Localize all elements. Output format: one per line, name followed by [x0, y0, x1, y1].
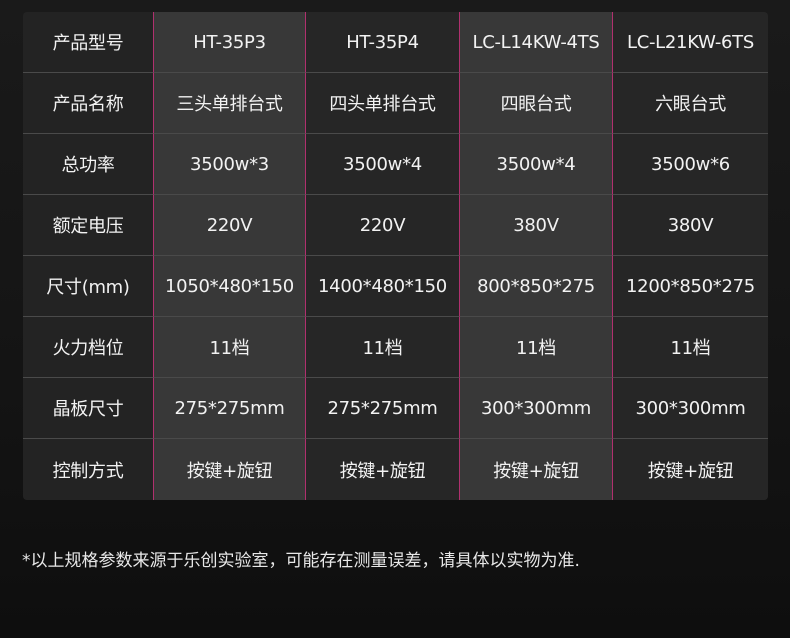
row-label-panel-size: 晶板尺寸: [23, 378, 153, 439]
cell-fire-levels-col1: 11档: [153, 317, 306, 378]
row-label-control-method: 控制方式: [23, 439, 153, 500]
footnote: *以上规格参数来源于乐创实验室，可能存在测量误差，请具体以实物为准.: [22, 551, 580, 571]
cell-product-name-col1: 三头单排台式: [153, 73, 306, 134]
cell-product-name-col3: 四眼台式: [459, 73, 613, 134]
cell-fire-levels-col3: 11档: [459, 317, 613, 378]
cell-control-method-col2: 按键+旋钮: [306, 439, 459, 500]
cell-panel-size-col1: 275*275mm: [153, 378, 306, 439]
cell-product-model-col3: LC-L14KW-4TS: [459, 12, 613, 73]
row-label-total-power: 总功率: [23, 134, 153, 195]
cell-dimensions-col1: 1050*480*150: [153, 256, 306, 317]
cell-dimensions-col4: 1200*850*275: [613, 256, 768, 317]
row-label-product-name: 产品名称: [23, 73, 153, 134]
cell-fire-levels-col4: 11档: [613, 317, 768, 378]
cell-fire-levels-col2: 11档: [306, 317, 459, 378]
spec-table: 产品型号 HT-35P3 HT-35P4 LC-L14KW-4TS LC-L21KW-6…: [23, 12, 768, 500]
cell-panel-size-col3: 300*300mm: [459, 378, 613, 439]
cell-panel-size-col2: 275*275mm: [306, 378, 459, 439]
cell-total-power-col2: 3500w*4: [306, 134, 459, 195]
cell-product-model-col4: LC-L21KW-6TS: [613, 12, 768, 73]
cell-rated-voltage-col2: 220V: [306, 195, 459, 256]
cell-total-power-col1: 3500w*3: [153, 134, 306, 195]
row-label-product-model: 产品型号: [23, 12, 153, 73]
cell-dimensions-col3: 800*850*275: [459, 256, 613, 317]
cell-product-model-col1: HT-35P3: [153, 12, 306, 73]
cell-dimensions-col2: 1400*480*150: [306, 256, 459, 317]
row-label-fire-levels: 火力档位: [23, 317, 153, 378]
cell-total-power-col3: 3500w*4: [459, 134, 613, 195]
cell-control-method-col4: 按键+旋钮: [613, 439, 768, 500]
row-label-dimensions: 尺寸(mm): [23, 256, 153, 317]
cell-rated-voltage-col1: 220V: [153, 195, 306, 256]
cell-rated-voltage-col4: 380V: [613, 195, 768, 256]
cell-rated-voltage-col3: 380V: [459, 195, 613, 256]
cell-panel-size-col4: 300*300mm: [613, 378, 768, 439]
cell-control-method-col1: 按键+旋钮: [153, 439, 306, 500]
cell-product-name-col4: 六眼台式: [613, 73, 768, 134]
cell-total-power-col4: 3500w*6: [613, 134, 768, 195]
cell-product-name-col2: 四头单排台式: [306, 73, 459, 134]
row-label-rated-voltage: 额定电压: [23, 195, 153, 256]
cell-control-method-col3: 按键+旋钮: [459, 439, 613, 500]
cell-product-model-col2: HT-35P4: [306, 12, 459, 73]
